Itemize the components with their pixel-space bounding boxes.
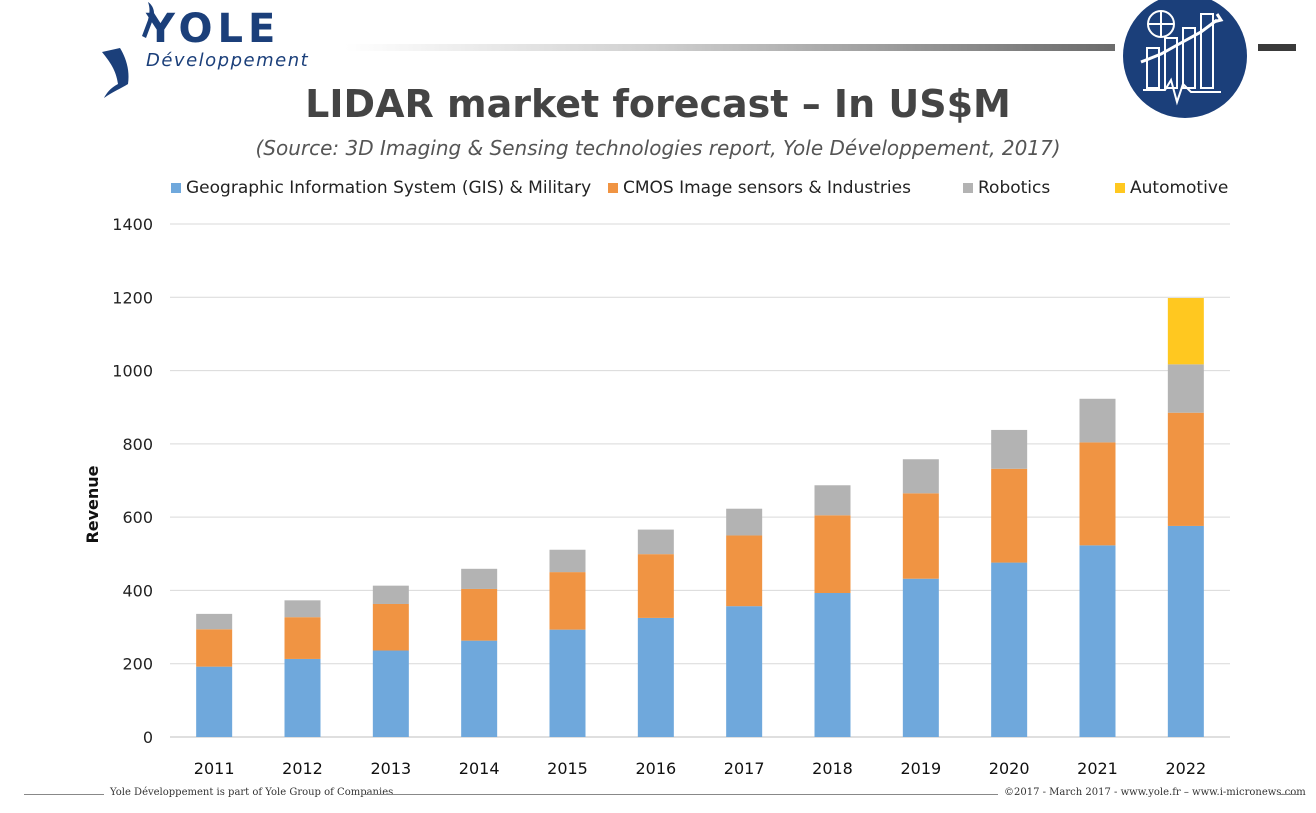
x-tick-label: 2016 — [635, 759, 676, 778]
bar-segment — [991, 429, 1028, 469]
bar-segment — [549, 549, 586, 573]
x-tick-label: 2019 — [900, 759, 941, 778]
bar-segment — [726, 606, 763, 737]
yole-logo — [96, 0, 326, 100]
bar-segment — [637, 529, 674, 555]
bar-segment — [196, 666, 233, 737]
chart-title: LIDAR market forecast – In US$M — [305, 82, 1011, 126]
footer-right-text: ©2017 - March 2017 - www.yole.fr – www.i… — [1004, 787, 1306, 798]
bar-segment — [814, 515, 851, 593]
bar-segment — [549, 572, 586, 630]
x-tick-label: 2021 — [1077, 759, 1118, 778]
bar-segment — [461, 588, 498, 641]
bar-segment — [1167, 298, 1204, 365]
legend-item-robotics: Robotics — [963, 178, 1050, 198]
bar-segment — [637, 554, 674, 618]
bar-segment — [991, 468, 1028, 563]
bar-segment — [461, 568, 498, 589]
y-tick-label: 400 — [122, 581, 153, 600]
bar-segment — [284, 600, 321, 618]
legend-swatch-cmos — [608, 183, 618, 193]
legend-label-cmos: CMOS Image sensors & Industries — [623, 178, 911, 198]
bar-segment — [284, 617, 321, 659]
footer-rule-left — [24, 794, 104, 795]
bar-segment — [1167, 364, 1204, 413]
legend-swatch-automotive — [1115, 183, 1125, 193]
x-tick-label: 2015 — [547, 759, 588, 778]
legend-label-gis: Geographic Information System (GIS) & Mi… — [186, 178, 592, 198]
bar-segment — [902, 459, 939, 494]
legend-item-automotive: Automotive — [1115, 178, 1228, 198]
yole-logo-mark — [102, 2, 155, 98]
bar-segment — [372, 650, 409, 737]
bar-segment — [814, 592, 851, 737]
bar-segment — [637, 617, 674, 737]
y-tick-label: 1400 — [112, 215, 153, 234]
legend-item-gis: Geographic Information System (GIS) & Mi… — [171, 178, 591, 198]
bar-segment — [284, 658, 321, 737]
chart-badge-icon — [1123, 0, 1247, 118]
x-tick-label: 2017 — [724, 759, 765, 778]
bar-segment — [372, 585, 409, 604]
bar-segment — [1167, 412, 1204, 526]
x-tick-label: 2022 — [1165, 759, 1206, 778]
legend-swatch-gis — [171, 183, 181, 193]
bar-segment — [549, 629, 586, 737]
y-tick-label: 1000 — [112, 362, 153, 381]
legend-item-cmos: CMOS Image sensors & Industries — [608, 178, 911, 198]
bar-segment — [1079, 545, 1116, 737]
bar-segment — [726, 535, 763, 607]
bar-segment — [372, 603, 409, 651]
y-axis-title: Revenue — [83, 465, 102, 543]
y-tick-label: 800 — [122, 435, 153, 454]
bar-segment — [726, 508, 763, 536]
chart-subtitle: (Source: 3D Imaging & Sensing technologi… — [255, 136, 1061, 160]
header-divider — [345, 44, 1115, 51]
bar-segment — [1079, 442, 1116, 546]
brand-name: YOLE — [146, 6, 281, 52]
x-tick-label: 2011 — [194, 759, 235, 778]
x-tick-label: 2020 — [989, 759, 1030, 778]
brand-tagline: Développement — [146, 50, 310, 71]
y-tick-label: 0 — [143, 728, 153, 747]
legend-label-automotive: Automotive — [1130, 178, 1229, 198]
y-tick-label: 200 — [122, 655, 153, 674]
bar-segment — [814, 485, 851, 516]
bar-segment — [461, 640, 498, 737]
legend-swatch-robotics — [963, 183, 973, 193]
x-tick-label: 2018 — [812, 759, 853, 778]
x-tick-label: 2014 — [459, 759, 500, 778]
x-tick-label: 2012 — [282, 759, 323, 778]
bar-segment — [1079, 398, 1116, 443]
bar-segment — [196, 629, 233, 667]
bar-segment — [902, 578, 939, 737]
x-tick-label: 2013 — [370, 759, 411, 778]
footer-rule-right — [1277, 794, 1297, 795]
bar-segment — [991, 562, 1028, 737]
y-tick-label: 600 — [122, 508, 153, 527]
y-tick-label: 1200 — [112, 288, 153, 307]
bar-segment — [196, 613, 233, 630]
footer-rule-middle — [362, 794, 998, 795]
legend-label-robotics: Robotics — [978, 178, 1051, 198]
header-divider-end — [1258, 44, 1296, 51]
footer-left-text: Yole Développement is part of Yole Group… — [110, 787, 394, 798]
bar-segment — [1167, 525, 1204, 737]
bar-segment — [902, 493, 939, 579]
